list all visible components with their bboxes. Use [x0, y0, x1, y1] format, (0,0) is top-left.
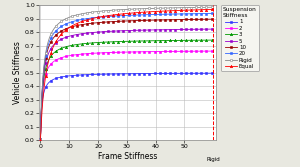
10	[69, 26, 73, 28]
Line: 3: 3	[39, 39, 214, 140]
2	[169, 50, 172, 52]
3	[69, 45, 73, 47]
Line: 20: 20	[39, 12, 214, 140]
Equal	[69, 25, 73, 27]
Rigid	[140, 8, 144, 10]
Rigid	[211, 6, 215, 8]
10	[117, 20, 120, 22]
1	[154, 72, 158, 74]
1	[211, 72, 215, 74]
Rigid	[39, 138, 42, 140]
Rigid	[154, 7, 158, 9]
3	[169, 39, 172, 41]
3	[117, 41, 120, 43]
10	[169, 19, 172, 21]
10	[140, 19, 144, 21]
5	[39, 138, 42, 140]
Text: Rigid: Rigid	[206, 157, 220, 162]
Legend: 1, 2, 3, 5, 10, 20, Rigid, Equal: 1, 2, 3, 5, 10, 20, Rigid, Equal	[220, 5, 259, 71]
1	[169, 72, 172, 74]
20	[117, 15, 120, 17]
10	[39, 138, 42, 140]
Rigid	[83, 12, 87, 14]
5	[69, 35, 73, 37]
20	[39, 138, 42, 140]
1	[69, 75, 73, 77]
Equal	[211, 8, 215, 10]
3	[39, 138, 42, 140]
1	[117, 73, 120, 75]
Rigid	[69, 16, 73, 18]
5	[211, 28, 215, 30]
5	[154, 29, 158, 31]
20	[83, 18, 87, 20]
Equal	[83, 20, 87, 22]
Equal	[169, 10, 172, 12]
Equal	[140, 11, 144, 13]
3	[211, 39, 215, 41]
Line: 2: 2	[39, 50, 214, 140]
5	[169, 29, 172, 31]
2	[39, 138, 42, 140]
5	[140, 29, 144, 31]
2	[211, 50, 215, 52]
Equal	[154, 11, 158, 13]
1	[39, 138, 42, 140]
20	[169, 13, 172, 15]
3	[154, 40, 158, 42]
Y-axis label: Vehicle Stiffness: Vehicle Stiffness	[13, 41, 22, 104]
Rigid	[169, 7, 172, 9]
20	[154, 13, 158, 15]
1	[83, 74, 87, 76]
5	[83, 32, 87, 34]
2	[69, 54, 73, 56]
10	[83, 23, 87, 25]
3	[140, 40, 144, 42]
5	[117, 30, 120, 32]
X-axis label: Frame Stiffness: Frame Stiffness	[98, 152, 157, 161]
Line: 10: 10	[39, 18, 214, 140]
Equal	[117, 13, 120, 15]
10	[211, 18, 215, 20]
2	[140, 51, 144, 53]
1	[140, 73, 144, 75]
Line: 5: 5	[39, 28, 214, 140]
Line: Equal: Equal	[39, 8, 214, 141]
20	[211, 13, 215, 15]
Line: 1: 1	[39, 72, 214, 140]
Equal	[39, 139, 42, 141]
Line: Rigid: Rigid	[39, 6, 214, 140]
2	[117, 51, 120, 53]
20	[140, 14, 144, 16]
Rigid	[117, 9, 120, 11]
20	[69, 21, 73, 23]
2	[154, 51, 158, 53]
10	[154, 19, 158, 21]
3	[83, 43, 87, 45]
2	[83, 53, 87, 55]
